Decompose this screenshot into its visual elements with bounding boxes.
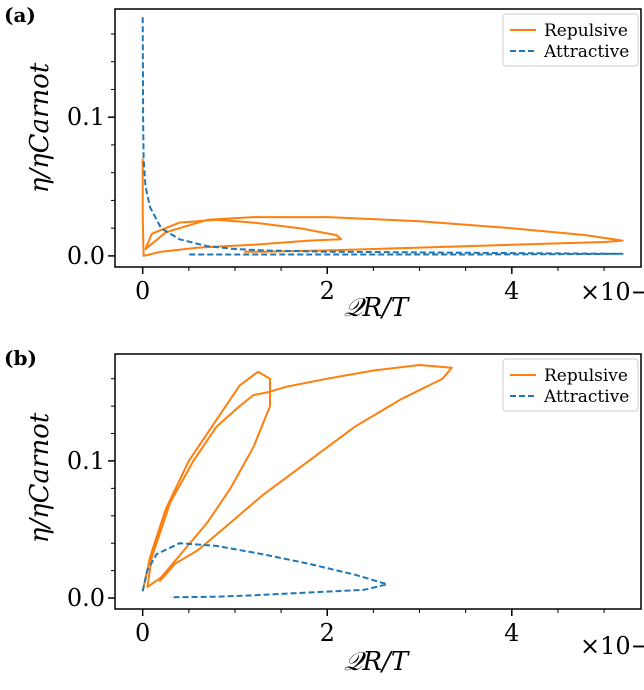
panel-b-legend-attractive: Attractive: [543, 387, 629, 407]
series-repulsive-line: [141, 364, 453, 592]
panel-a-ticks: 0 2 4 0.0 0.1: [67, 33, 605, 305]
panel-a-legend-attractive: Attractive: [543, 42, 629, 62]
panel-b-legend-repulsive: Repulsive: [544, 366, 628, 386]
panel-a: (a) 0 2 4 0.0 0.1 𝒬R/T ×10−2 η/ηCarnot Repul…: [4, 3, 644, 323]
panel-a-frame: [114, 8, 642, 268]
y-tick-label: 0.1: [67, 103, 105, 131]
panel-b-xlabel: 𝒬R/T: [344, 647, 410, 677]
x-tick-label: 4: [504, 277, 519, 305]
panel-a-xlabel: 𝒬R/T: [344, 293, 410, 323]
panel-b-legend-box: [502, 358, 639, 412]
panel-a-legend-box: [502, 13, 639, 67]
series-repulsive-line: [141, 158, 624, 257]
x-tick-label: 4: [504, 619, 519, 647]
panel-b-ticks: 0 2 4 0.0 0.1: [67, 378, 605, 647]
panel-b-ylabel: η/ηCarnot: [25, 412, 55, 543]
x-tick-label: 0: [135, 277, 150, 305]
y-tick-label: 0.0: [67, 584, 105, 612]
x-tick-label: 2: [320, 619, 335, 647]
series-attractive-line: [141, 17, 624, 256]
panel-b-series: [141, 364, 453, 599]
panel-a-legend: Repulsive Attractive: [502, 13, 639, 67]
y-tick-label: 0.0: [67, 242, 105, 270]
panel-a-legend-repulsive: Repulsive: [544, 21, 628, 41]
panel-a-ylabel: η/ηCarnot: [25, 62, 55, 193]
x-tick-label: 0: [135, 619, 150, 647]
panel-b-legend: Repulsive Attractive: [502, 358, 639, 412]
panel-b: (b) 0 2 4 0.0 0.1 𝒬R/T ×10−2 η/ηCarnot Repul…: [4, 346, 644, 677]
x-tick-label: 2: [320, 277, 335, 305]
panel-b-frame: [114, 353, 642, 610]
panel-b-label: (b): [4, 346, 37, 370]
panel-b-x-multiplier: ×10−2: [580, 632, 644, 660]
panel-a-x-multiplier: ×10−2: [580, 278, 644, 306]
y-tick-label: 0.1: [67, 447, 105, 475]
panel-a-label: (a): [4, 3, 36, 27]
series-attractive-line: [141, 542, 389, 599]
panel-a-series: [141, 17, 624, 257]
